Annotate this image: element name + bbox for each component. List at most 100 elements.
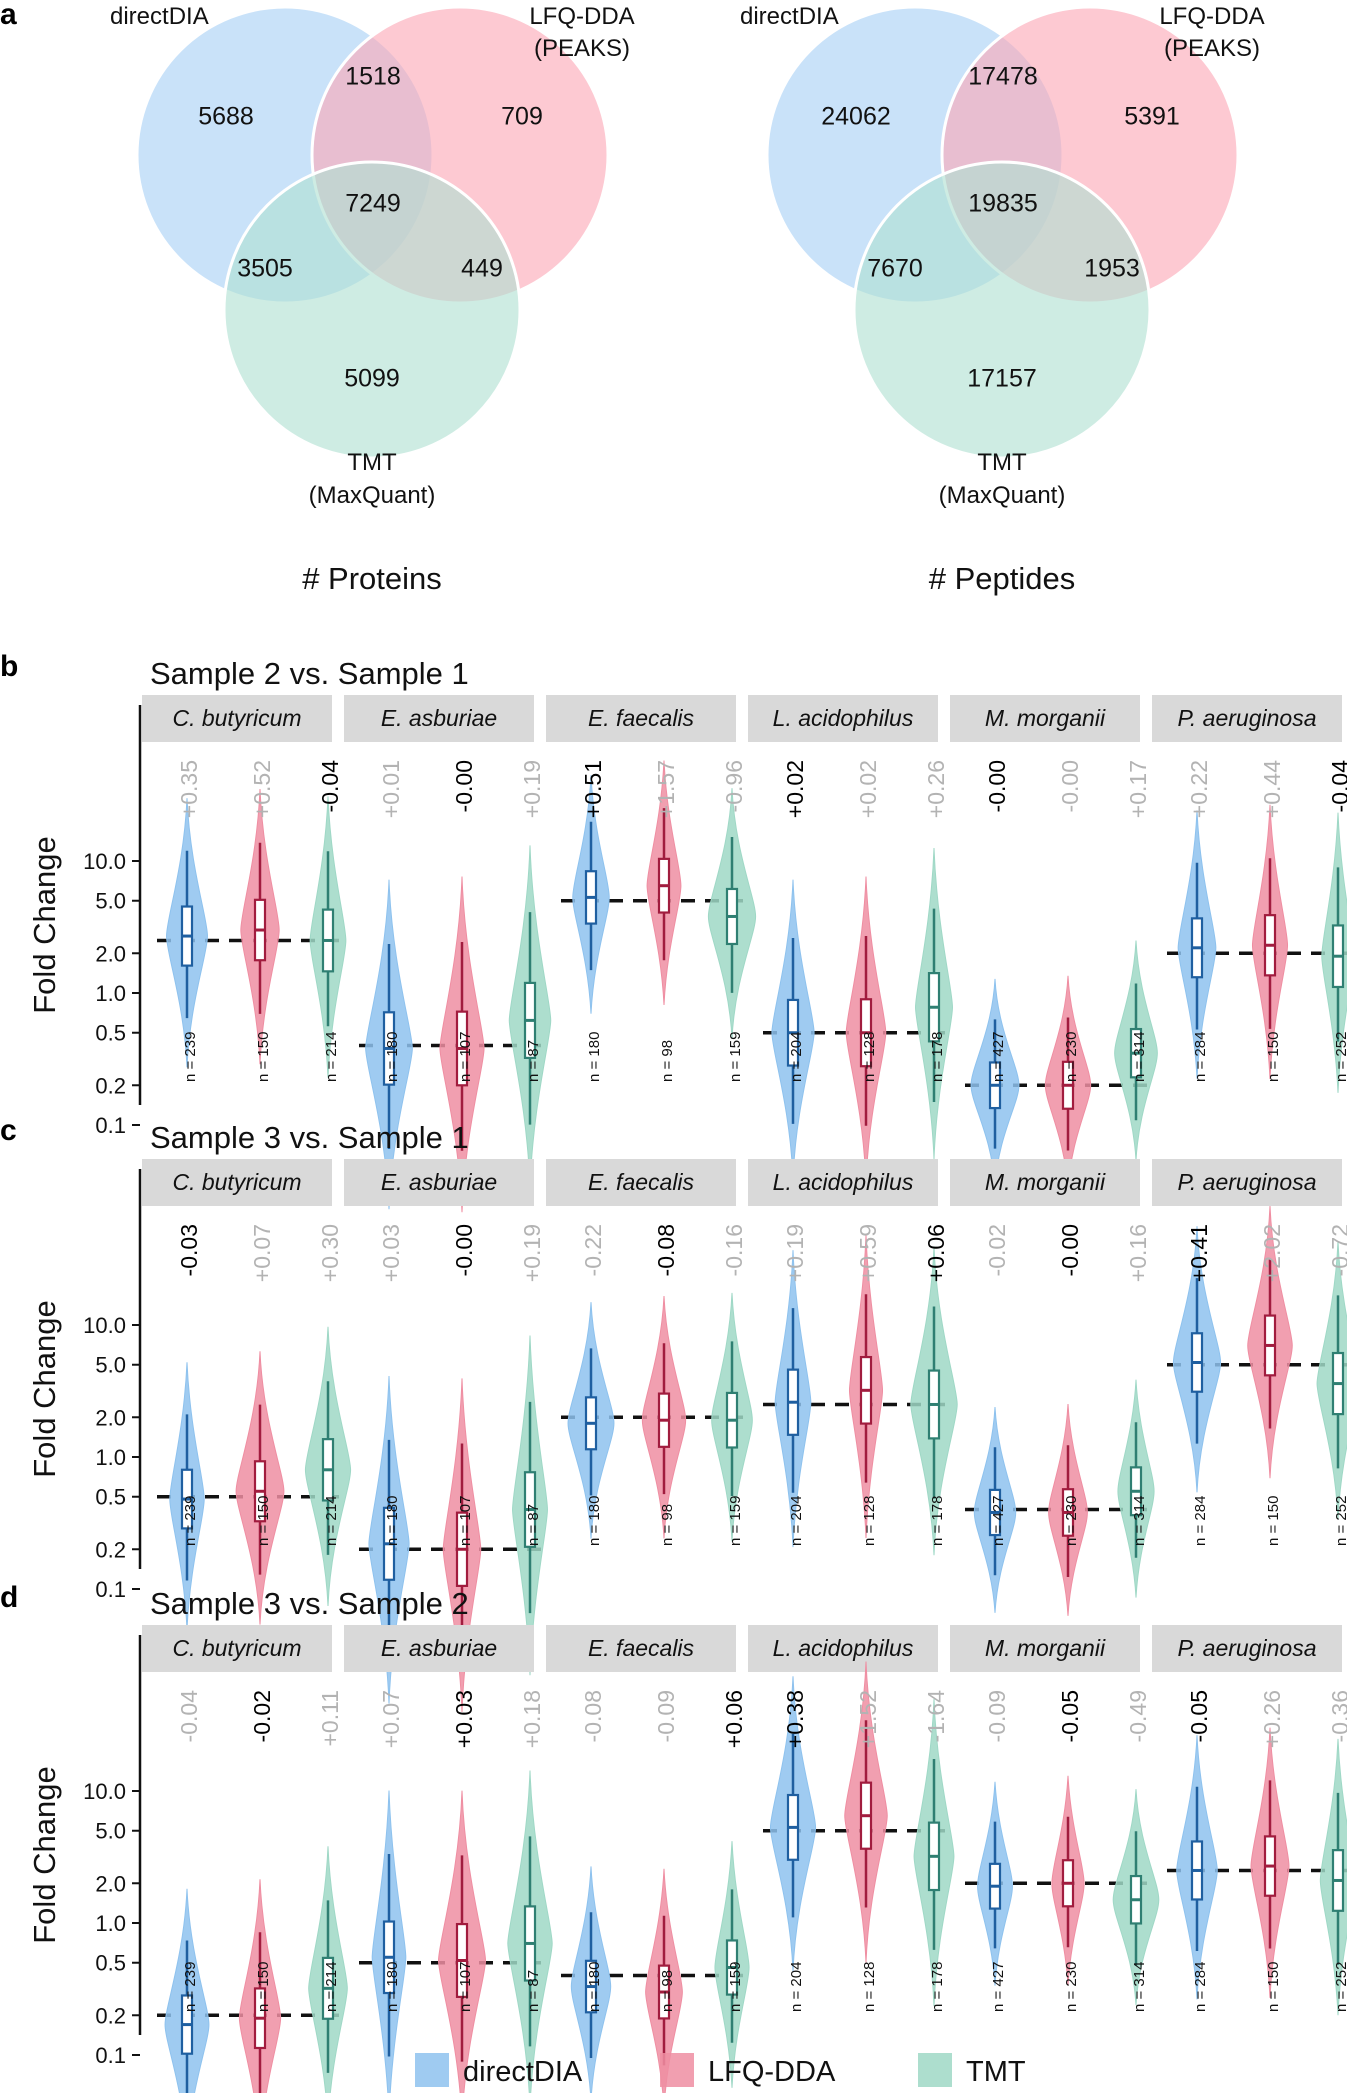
mean-difference-label: -0.16 <box>721 1224 747 1276</box>
venn-diagram-2: 24062 5391 17157 17478 7670 1953 19835 directDI… <box>740 3 1265 596</box>
venn-count-b: 709 <box>501 103 543 131</box>
sample-count-label: n = 178 <box>929 1496 946 1546</box>
sample-count-label: n = 239 <box>182 1496 199 1546</box>
mean-difference-label: +0.02 <box>782 760 808 818</box>
mean-difference-label: +0.52 <box>249 760 275 818</box>
y-tick-label: 2.0 <box>95 1405 126 1430</box>
sample-count-label: n = 230 <box>1063 1032 1080 1082</box>
venn-count-c: 5099 <box>344 365 400 393</box>
panel-title: Sample 3 vs. Sample 2 <box>150 1586 469 1621</box>
facet-strip <box>748 1625 938 1672</box>
sample-count-label: n = 284 <box>1192 1496 1209 1546</box>
facet-strip <box>344 695 534 742</box>
mean-difference-label: +0.17 <box>1125 760 1151 818</box>
y-tick-label: 0.5 <box>95 1951 126 1976</box>
sample-count-label: n = 230 <box>1063 1496 1080 1546</box>
sample-count-label: n = 178 <box>929 1962 946 2012</box>
mean-difference-label: +0.06 <box>721 1690 747 1748</box>
facet-strip <box>344 1159 534 1206</box>
mean-difference-label: +0.07 <box>249 1224 275 1282</box>
y-tick-label: 10.0 <box>83 849 126 874</box>
facet-l-acidophilus: L. acidophilus +0.02 n = 204 +0.02 n = 128 +0… <box>748 695 953 1182</box>
facet-strip <box>1152 695 1342 742</box>
mean-difference-label: -0.49 <box>1125 1690 1151 1742</box>
mean-difference-label: -0.09 <box>984 1690 1010 1742</box>
sample-count-label: n = 204 <box>788 1496 805 1546</box>
facet-strip <box>142 695 332 742</box>
mean-difference-label: -0.00 <box>984 760 1010 812</box>
venn-label-lfq-line2: (PEAKS) <box>1164 35 1260 62</box>
violin-panel-c: Sample 3 vs. Sample 1 Fold Change 10.0 5.0 2… <box>27 1120 1347 1713</box>
sample-count-label: n = 98 <box>659 1504 676 1546</box>
mean-difference-label: -0.08 <box>580 1690 606 1742</box>
mean-difference-label: +0.30 <box>317 1224 343 1282</box>
sample-count-label: n = 314 <box>1131 1496 1148 1546</box>
facet-m-morganii: M. morganii -0.02 n = 427 -0.00 n = 230 +0.16… <box>950 1159 1155 1616</box>
sample-count-label: n = 284 <box>1192 1032 1209 1082</box>
venn-count-abc: 7249 <box>345 190 401 218</box>
mean-difference-label: -0.09 <box>653 1690 679 1742</box>
y-tick-label: 5.0 <box>95 889 126 914</box>
facet-label: L. acidophilus <box>773 705 914 731</box>
mean-difference-label: -0.03 <box>176 1224 202 1276</box>
facet-label: C. butyricum <box>172 1635 301 1661</box>
facet-e-asburiae: E. asburiae +0.01 n = 180 -0.00 n = 107 +0.19… <box>344 695 552 1213</box>
panel-title: Sample 3 vs. Sample 1 <box>150 1120 469 1155</box>
y-tick-label: 0.2 <box>95 1537 126 1562</box>
facet-strip <box>748 1159 938 1206</box>
sample-count-label: n = 230 <box>1063 1962 1080 2012</box>
facet-label: P. aeruginosa <box>1178 705 1317 731</box>
facet-e-asburiae: E. asburiae +0.03 n = 180 -0.00 n = 107 +0.19… <box>344 1159 549 1713</box>
facet-label: L. acidophilus <box>773 1635 914 1661</box>
sample-count-label: n = 314 <box>1131 1962 1148 2012</box>
y-tick-label: 2.0 <box>95 941 126 966</box>
panel-letter-d: d <box>0 1581 18 1614</box>
facet-p-aeruginosa: P. aeruginosa -0.05 n = 284 +0.26 n = 150 -0.… <box>1152 1625 1347 2016</box>
sample-count-label: n = 159 <box>727 1032 744 1082</box>
y-tick-label: 1.0 <box>95 1445 126 1470</box>
facet-strip <box>142 1159 332 1206</box>
sample-count-label: n = 204 <box>788 1962 805 2012</box>
mean-difference-label: +0.03 <box>378 1224 404 1282</box>
mean-difference-label: +0.19 <box>782 1224 808 1282</box>
facet-e-faecalis: E. faecalis -0.08 n = 180 -0.09 n = 98 +0.06 n… <box>546 1625 751 2093</box>
venn-circle-tmt <box>852 160 1152 460</box>
mean-difference-label: -0.05 <box>1186 1690 1212 1742</box>
mean-difference-label: +0.03 <box>451 1690 477 1748</box>
mean-difference-label: +0.19 <box>519 760 545 818</box>
sample-count-label: n = 87 <box>525 1040 542 1082</box>
y-tick-label: 1.0 <box>95 1911 126 1936</box>
venn-count-bc: 449 <box>461 255 503 283</box>
panel-letter-a: a <box>0 0 17 31</box>
facet-strip <box>546 1625 736 1672</box>
mean-difference-label: -0.04 <box>176 1690 202 1743</box>
sample-count-label: n = 252 <box>1333 1032 1347 1082</box>
y-tick-label: 5.0 <box>95 1353 126 1378</box>
mean-difference-label: -0.00 <box>1057 760 1083 812</box>
mean-difference-label: +0.06 <box>923 1224 949 1282</box>
facet-label: P. aeruginosa <box>1178 1635 1317 1661</box>
sample-count-label: n = 180 <box>586 1496 603 1546</box>
sample-count-label: n = 314 <box>1131 1032 1148 1082</box>
venn-circle-tmt <box>222 160 522 460</box>
legend: directDIA LFQ-DDA TMT <box>415 2053 1026 2088</box>
facet-c-butyricum: C. butyricum +0.35 n = 239 +0.52 n = 150 -0.0… <box>142 695 347 1082</box>
facet-e-faecalis: E. faecalis -0.22 n = 180 -0.08 n = 98 -0.16 n… <box>546 1159 753 1546</box>
panel-title: Sample 2 vs. Sample 1 <box>150 656 469 691</box>
legend-label-lfq-dda: LFQ-DDA <box>708 2056 836 2088</box>
mean-difference-label: +2.02 <box>1259 1224 1285 1282</box>
facet-label: E. faecalis <box>588 705 695 731</box>
facet-strip <box>748 695 938 742</box>
sample-count-label: n = 214 <box>323 1962 340 2012</box>
mean-difference-label: -0.08 <box>653 1224 679 1276</box>
sample-count-label: n = 252 <box>1333 1962 1347 2012</box>
facet-label: M. morganii <box>985 1169 1106 1195</box>
y-tick-label: 0.1 <box>95 2043 126 2068</box>
facet-e-faecalis: E. faecalis +0.51 n = 180 +1.57 n = 98 -0.96 n… <box>546 695 757 1082</box>
y-axis-label: Fold Change <box>27 1300 62 1478</box>
y-tick-label: 0.2 <box>95 1073 126 1098</box>
mean-difference-label: +0.19 <box>519 1224 545 1282</box>
mean-difference-label: +0.01 <box>378 760 404 818</box>
sample-count-label: n = 107 <box>457 1496 474 1546</box>
